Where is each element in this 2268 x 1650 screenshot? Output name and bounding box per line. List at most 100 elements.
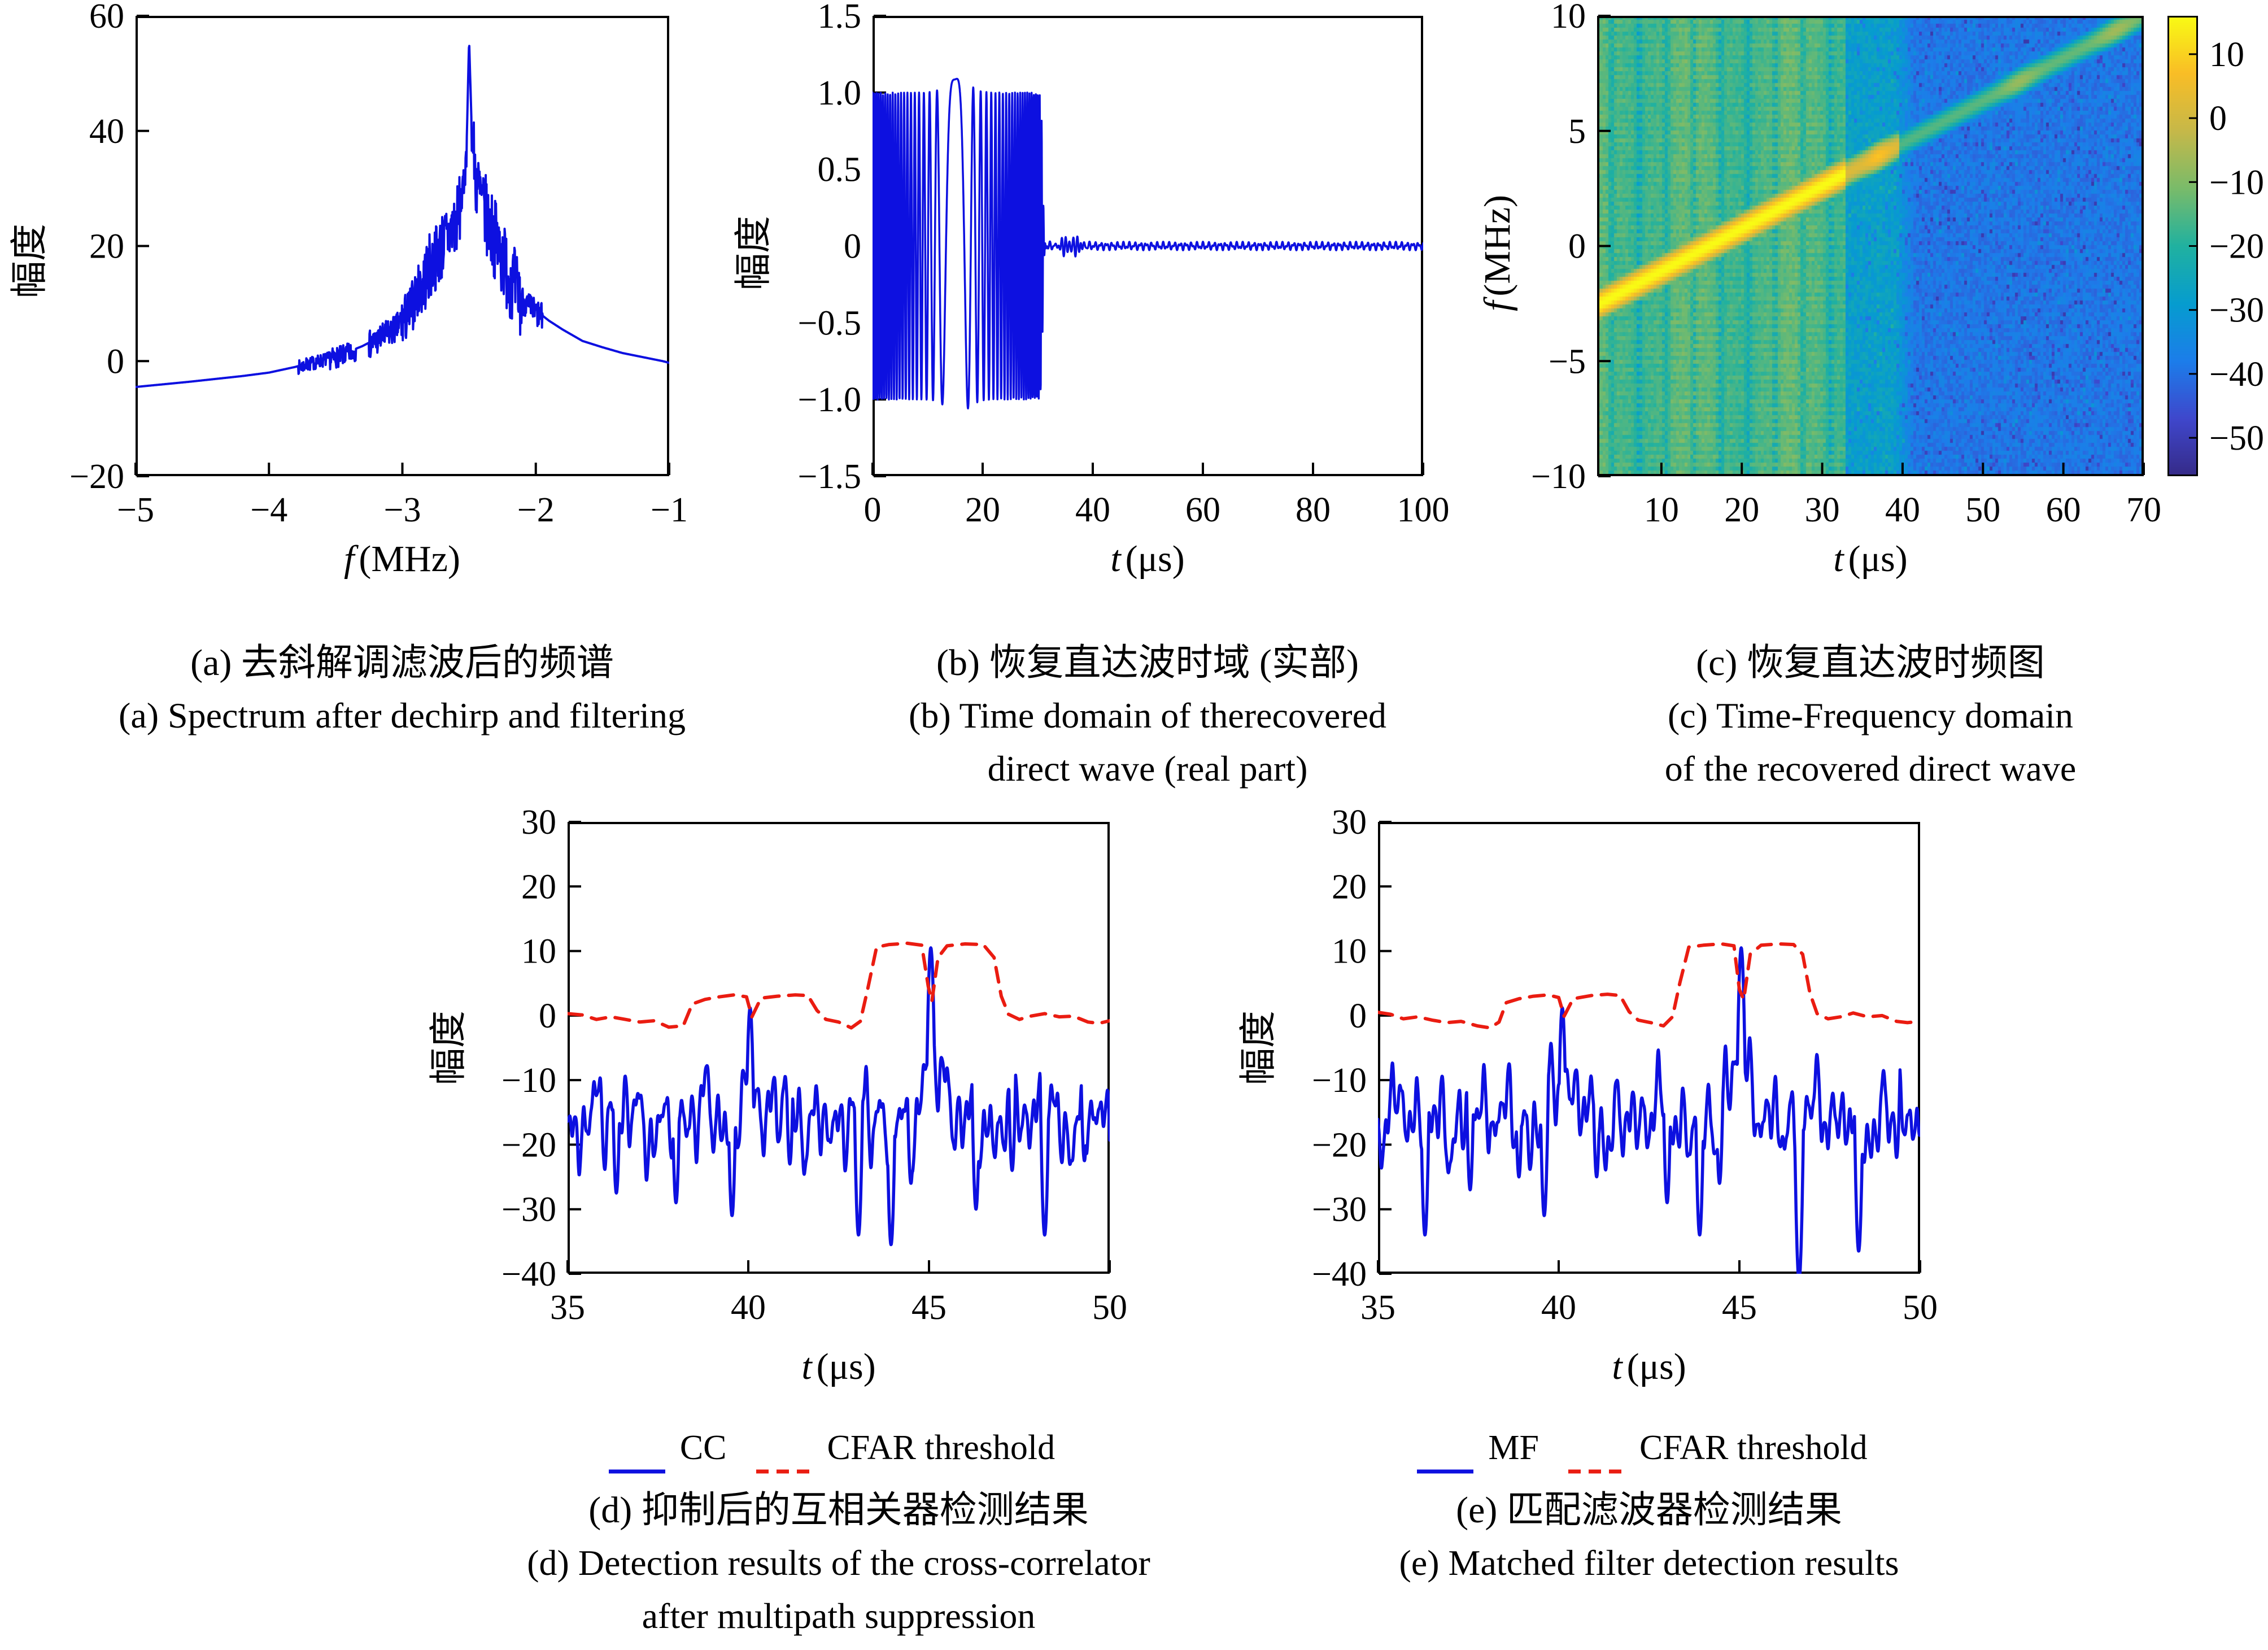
svg-text:20: 20 [965,491,1000,529]
svg-text:50: 50 [1965,491,2000,529]
plot-d-xlabel-var: t [801,1346,812,1387]
svg-text:−40: −40 [1312,1255,1367,1294]
plot-c-colorbar-axes: 10 0 −10 −20 −30 −40 −50 [2167,16,2264,476]
svg-text:−10: −10 [1312,1061,1367,1100]
plot-c-xlabel-var: t [1833,538,1844,580]
svg-text:−10: −10 [1531,458,1586,496]
svg-text:−20: −20 [2209,228,2264,266]
svg-text:−30: −30 [501,1191,556,1229]
plot-b-xlabel-var: t [1110,538,1121,580]
plot-c-xlabel: t (μs) [1724,538,2017,581]
plot-a-xlabel: f (MHz) [255,538,549,581]
svg-text:20: 20 [89,228,124,266]
svg-text:−40: −40 [501,1255,556,1294]
caption-d-zh: (d) 抑制后的互相关器检测结果 [588,1490,1089,1531]
plot-e-mf-detection: 35 40 45 50 −40 −30 −20 −10 0 10 20 30 [1312,803,1938,1327]
svg-text:10: 10 [2209,36,2244,74]
svg-text:0: 0 [2209,99,2227,138]
plot-a-ylabel: 幅度 [0,224,53,298]
svg-text:40: 40 [731,1288,766,1327]
legend-cc-line-swatch [608,1444,666,1473]
svg-text:0: 0 [864,491,882,529]
caption-c-zh: (c) 恢复直达波时频图 [1696,642,2045,683]
caption-c-en-line2: of the recovered direct wave [1664,748,2077,789]
plot-b-ylabel-text: 幅度 [733,216,774,290]
svg-text:10: 10 [521,933,556,971]
caption-b-zh: (b) 恢复直达波时域 (实部) [936,642,1359,683]
svg-text:0: 0 [539,997,556,1035]
svg-text:−1: −1 [651,491,688,529]
svg-text:1.5: 1.5 [818,0,862,36]
caption-d-en-line2: after multipath suppression [642,1596,1036,1636]
svg-text:−10: −10 [2209,163,2264,202]
legend-mf-label: MF [1488,1429,1539,1467]
svg-text:−30: −30 [2209,291,2264,330]
svg-text:−1.0: −1.0 [798,381,861,419]
legend-cc-label: CC [679,1429,727,1467]
caption-d-en-line1: (d) Detection results of the cross-corre… [527,1543,1150,1583]
caption-e-zh: (e) 匹配滤波器检测结果 [1456,1490,1842,1531]
plot-a-xlabel-unit: (MHz) [359,538,460,580]
svg-text:35: 35 [1360,1288,1395,1327]
svg-text:−30: −30 [1312,1191,1367,1229]
svg-text:40: 40 [89,112,124,151]
plot-d-cc-detection: 35 40 45 50 −40 −30 −20 −10 0 10 20 30 [501,803,1127,1327]
caption-a-en: (a) Spectrum after dechirp and filtering [119,695,686,735]
plot-e-ylabel: 幅度 [1228,1011,1282,1085]
svg-text:0: 0 [107,342,124,381]
caption-a-zh: (a) 去斜解调滤波后的频谱 [190,642,614,683]
svg-text:20: 20 [1724,491,1759,529]
plot-a-spectrum: −5 −4 −3 −2 −1 −20 0 20 40 60 [69,0,688,529]
plot-d-ylabel-text: 幅度 [428,1011,469,1085]
plot-c-axes: 10 20 30 40 50 60 70 −10 −5 0 5 10 [1531,0,2161,529]
legend-cfar-label-e: CFAR threshold [1639,1429,1868,1467]
svg-text:35: 35 [550,1288,585,1327]
svg-text:10: 10 [1644,491,1679,529]
plot-e-ylabel-text: 幅度 [1238,1011,1279,1085]
legend-mf-line-swatch [1416,1444,1475,1473]
plot-c-spectrogram [1597,16,2144,476]
plot-c-xlabel-unit: (μs) [1848,538,1908,580]
svg-text:0: 0 [1568,228,1586,266]
legend-cfar-line-swatch-d [755,1444,814,1473]
svg-text:40: 40 [1885,491,1920,529]
plot-a-xlabel-var: f [344,538,355,580]
caption-b-en-line2: direct wave (real part) [987,748,1308,789]
caption-c-en-line1: (c) Time-Frequency domain [1667,695,2074,735]
svg-text:−20: −20 [501,1126,556,1164]
svg-text:−5: −5 [1549,342,1586,381]
svg-text:10: 10 [1551,0,1586,36]
svg-text:10: 10 [1332,933,1367,971]
svg-text:0.5: 0.5 [818,151,862,189]
legend-cfar-line-swatch-e [1567,1444,1626,1473]
plot-b-ylabel: 幅度 [723,216,777,290]
svg-text:50: 50 [1092,1288,1127,1327]
plot-d-xlabel: t (μs) [692,1346,985,1388]
plot-c-ylabel-var: f [1477,301,1518,311]
caption-e-en: (e) Matched filter detection results [1399,1543,1899,1583]
svg-text:1.0: 1.0 [818,74,862,112]
svg-text:−4: −4 [250,491,287,529]
svg-text:−20: −20 [69,458,124,496]
svg-text:70: 70 [2126,491,2161,529]
plot-e-xlabel-var: t [1612,1346,1623,1387]
svg-text:−0.5: −0.5 [798,304,861,342]
plot-c-ylabel: f (MHz) [1476,195,1519,311]
svg-text:50: 50 [1903,1288,1938,1327]
svg-text:30: 30 [521,803,556,842]
svg-text:−2: −2 [517,491,555,529]
svg-text:20: 20 [1332,868,1367,906]
svg-text:5: 5 [1568,112,1586,151]
svg-text:45: 45 [911,1288,947,1327]
legend-cfar-label-d: CFAR threshold [827,1429,1056,1467]
svg-text:−10: −10 [501,1061,556,1100]
svg-text:−3: −3 [384,491,421,529]
plot-b-xlabel: t (μs) [1001,538,1294,581]
svg-text:−1.5: −1.5 [798,458,861,496]
svg-text:60: 60 [2046,491,2081,529]
svg-text:30: 30 [1805,491,1840,529]
svg-text:30: 30 [1332,803,1367,842]
svg-text:100: 100 [1397,491,1450,529]
svg-text:45: 45 [1722,1288,1757,1327]
svg-text:−5: −5 [117,491,154,529]
